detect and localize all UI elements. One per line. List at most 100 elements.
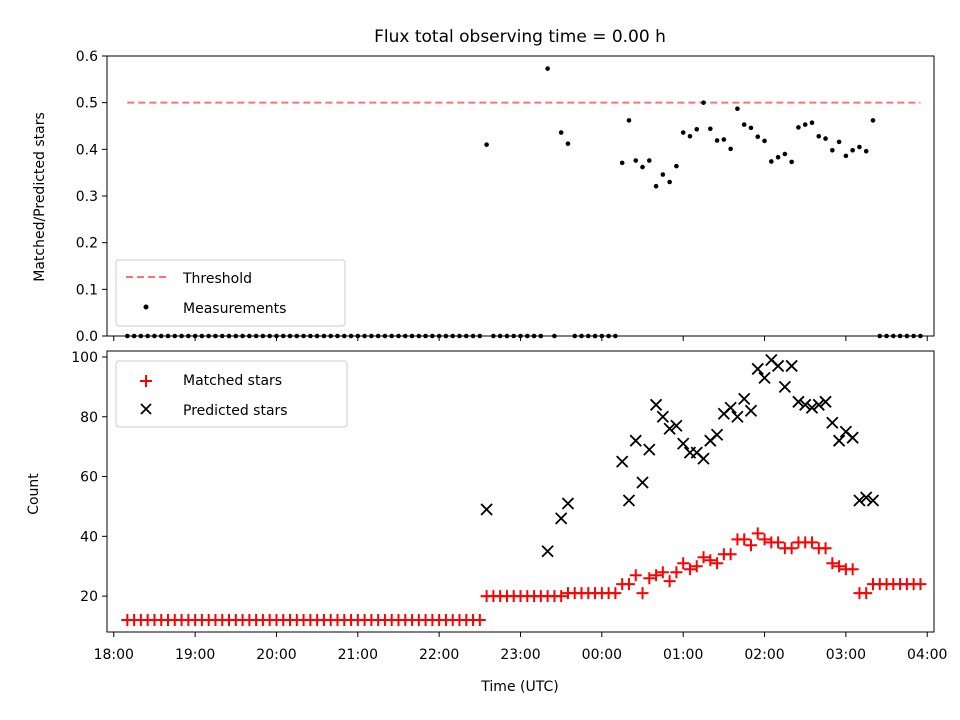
- measurement-point: [789, 159, 794, 165]
- measurement-point: [735, 106, 740, 112]
- matched-star-point: [833, 560, 846, 573]
- matched-star-point: [697, 551, 710, 564]
- measurement-point: [857, 144, 862, 150]
- measurement-point: [694, 126, 700, 132]
- bottom-xtick-label: 00:00: [582, 647, 622, 663]
- bottom-legend: Matched stars Predicted stars: [115, 360, 348, 428]
- measurement-point: [660, 172, 666, 177]
- predicted-star-point: [853, 494, 866, 507]
- bottom-xtick-label: 04:00: [907, 647, 947, 663]
- top-ytick-label: 0.3: [76, 189, 98, 205]
- matched-star-point: [744, 539, 757, 552]
- matched-star-point: [643, 572, 656, 585]
- bottom-ytick-label: 40: [80, 529, 98, 545]
- measurement-point: [653, 183, 659, 189]
- predicted-star-point: [643, 443, 656, 456]
- top-axes-frame: [106, 55, 935, 337]
- measurement-point: [558, 130, 564, 135]
- matched-star-point: [711, 557, 724, 570]
- matched-star-point: [609, 587, 622, 600]
- matched-star-point: [805, 536, 818, 549]
- predicted-star-point: [805, 401, 819, 414]
- matched-star-point: [819, 542, 832, 555]
- measurement-point: [741, 122, 747, 127]
- top-panel: Flux total observing time = 0.00 h 0.00.…: [32, 27, 935, 345]
- predicted-star-point: [819, 395, 832, 408]
- predicted-star-point: [751, 362, 764, 376]
- measurement-point: [836, 139, 842, 145]
- predicted-star-point: [778, 380, 792, 394]
- measurement-point: [680, 130, 686, 135]
- measurement-point: [701, 100, 706, 105]
- predicted-star-point: [616, 455, 629, 468]
- matched-star-point: [622, 578, 635, 591]
- bottom-ytick-label: 20: [80, 589, 98, 605]
- measurement-point: [640, 164, 645, 170]
- top-axes-ticks: 0.0 0.1 0.2 0.3 0.4 0.5 0.6: [76, 49, 928, 345]
- measurement-point: [714, 138, 720, 143]
- predicted-star-point: [758, 371, 771, 385]
- matched-star-point: [724, 548, 737, 561]
- predicted-star-point: [663, 422, 676, 435]
- matched-legend-label: Matched stars: [183, 373, 282, 389]
- measurement-point: [863, 148, 869, 154]
- measurement-point: [809, 120, 815, 126]
- measurement-point: [626, 118, 632, 123]
- matched-star-point: [670, 566, 683, 579]
- measurements-legend-label: Measurements: [183, 301, 286, 317]
- bottom-xtick-label: 20:00: [256, 647, 296, 663]
- measurement-point: [565, 141, 571, 147]
- predicted-star-point: [785, 359, 798, 373]
- measurement-point: [816, 133, 822, 139]
- measurement-point: [870, 118, 876, 123]
- predicted-legend-label: Predicted stars: [183, 403, 288, 419]
- top-ylabel: Matched/Predicted stars: [32, 112, 48, 282]
- matched-star-point: [663, 575, 676, 588]
- measurement-point: [830, 147, 835, 153]
- matched-star-point: [846, 563, 859, 576]
- matched-star-point: [785, 542, 798, 555]
- measurement-point: [802, 122, 808, 127]
- matched-star-point: [629, 569, 642, 582]
- matched-star-point: [738, 533, 751, 546]
- predicted-stars-points: [480, 353, 880, 558]
- measurements-legend-swatch: [143, 304, 149, 310]
- matched-star-point: [555, 590, 568, 603]
- measurement-point: [850, 147, 855, 153]
- predicted-star-point: [799, 398, 812, 411]
- measurement-point: [782, 151, 788, 157]
- bottom-xtick-label: 21:00: [338, 647, 378, 663]
- predicted-star-point: [555, 512, 568, 525]
- measurement-point: [484, 142, 489, 147]
- measurement-point: [619, 160, 625, 166]
- measurement-point: [823, 136, 828, 141]
- bottom-legend-box: [115, 360, 348, 428]
- bottom-xlabel: Time (UTC): [480, 679, 558, 695]
- matched-star-point: [683, 563, 696, 576]
- bottom-xtick-label: 02:00: [744, 647, 784, 663]
- measurement-point: [674, 163, 679, 169]
- predicted-star-point: [656, 410, 669, 423]
- predicted-star-point: [480, 503, 493, 516]
- bottom-xtick-label: 03:00: [826, 647, 866, 663]
- predicted-star-point: [744, 404, 758, 417]
- bottom-ytick-label: 60: [80, 470, 98, 486]
- matched-star-point: [636, 587, 649, 600]
- bottom-xtick-label: 23:00: [500, 647, 540, 663]
- measurement-point: [687, 133, 693, 139]
- predicted-star-point: [724, 401, 737, 414]
- measurement-point: [843, 153, 849, 159]
- top-ytick-label: 0.1: [76, 282, 98, 298]
- top-ytick-label: 0.2: [76, 236, 98, 252]
- predicted-star-point: [860, 491, 873, 504]
- predicted-star-point: [541, 545, 554, 558]
- top-ytick-label: 0.0: [76, 329, 98, 345]
- bottom-panel: 20 40 60 80 100 18:00 19:00 20:00 21:00 22:00 23:0…: [26, 350, 947, 695]
- measurement-point: [748, 125, 754, 131]
- measurement-point: [633, 158, 639, 163]
- bottom-ytick-label: 80: [80, 410, 98, 426]
- predicted-star-point: [731, 410, 744, 423]
- threshold-legend-label: Threshold: [182, 271, 252, 287]
